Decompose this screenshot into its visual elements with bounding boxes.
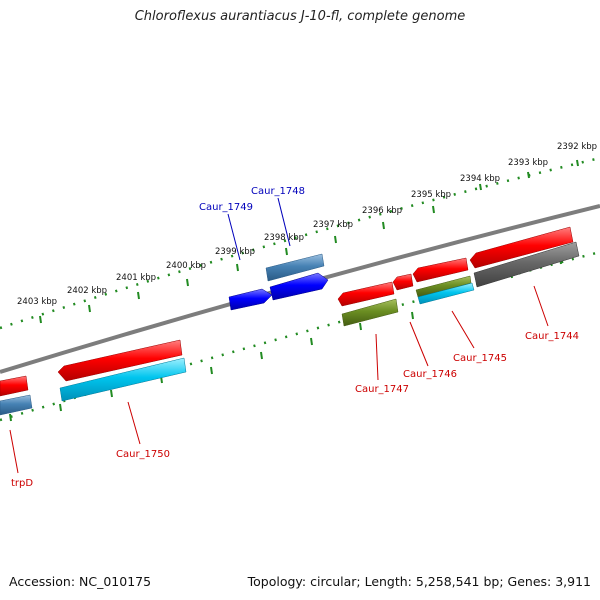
- major-tick: [137, 291, 140, 300]
- scale-label: 2403 kbp: [17, 297, 57, 307]
- major-tick: [334, 235, 337, 244]
- major-tick: [382, 221, 385, 230]
- gene-feature-caur-1748-domain[interactable]: [265, 253, 325, 282]
- scale-label: 2396 kbp: [362, 206, 402, 216]
- major-tick: [59, 403, 62, 412]
- gene-feature-caur-1745-domain-olive[interactable]: [415, 275, 472, 298]
- leader-caur-1748: [277, 197, 291, 247]
- gene-feature-caur-1746[interactable]: [392, 273, 414, 291]
- genome-summary: Topology: circular; Length: 5,258,541 bp…: [247, 574, 591, 589]
- gene-label-caur-1746[interactable]: Caur_1746: [403, 369, 457, 380]
- gene-label-caur-1747[interactable]: Caur_1747: [355, 384, 409, 395]
- major-tick: [260, 351, 263, 360]
- major-tick: [310, 337, 313, 346]
- major-tick: [39, 315, 42, 324]
- scale-label: 2402 kbp: [67, 286, 107, 296]
- scale-label: 2395 kbp: [411, 190, 451, 200]
- scale-label: 2401 kbp: [116, 273, 156, 283]
- gene-feature-caur-1750-domain[interactable]: [59, 357, 187, 402]
- scale-label: 2392 kbp: [557, 142, 597, 152]
- major-tick: [88, 304, 91, 313]
- forward-features: [228, 253, 329, 311]
- scale-label: 2397 kbp: [313, 220, 353, 230]
- leader-caur-1744: [533, 285, 549, 327]
- gene-feature-caur-1747[interactable]: [337, 281, 395, 307]
- gene-label-caur-1745[interactable]: Caur_1745: [453, 353, 507, 364]
- scale-labels: 2392 kbp 2393 kbp 2394 kbp 2395 kbp 2396…: [17, 142, 597, 307]
- major-tick: [210, 366, 213, 375]
- leader-caur-1746: [409, 321, 429, 367]
- leader-caur-1750: [127, 401, 141, 445]
- gene-label-caur-1744[interactable]: Caur_1744: [525, 331, 579, 342]
- gene-label-trpd[interactable]: trpD: [11, 478, 33, 489]
- gene-feature-trpd[interactable]: [0, 375, 29, 397]
- gene-feature-caur-1747-domain[interactable]: [341, 298, 399, 327]
- major-tick: [9, 413, 12, 422]
- major-tick: [527, 171, 530, 179]
- gene-feature-caur-1745[interactable]: [412, 257, 469, 283]
- scale-ruler: [0, 156, 600, 330]
- gene-labels: trpD Caur_1750 Caur_1749 Caur_1748 Caur_…: [11, 186, 579, 489]
- major-tick: [479, 183, 482, 191]
- gene-feature-caur-1744[interactable]: [469, 226, 574, 269]
- map-title: Chloroflexus aurantiacus J-10-fl, comple…: [134, 9, 466, 24]
- major-tick: [432, 205, 435, 214]
- scale-label: 2393 kbp: [508, 158, 548, 168]
- scale-label: 2394 kbp: [460, 174, 500, 184]
- gene-label-caur-1748[interactable]: Caur_1748: [251, 186, 305, 197]
- leader-caur-1749: [227, 213, 241, 261]
- leader-trpd: [9, 429, 19, 474]
- label-leaders: [9, 197, 549, 474]
- gene-feature-caur-1744-domain[interactable]: [473, 241, 580, 288]
- gene-feature-trpd-domain[interactable]: [0, 394, 33, 416]
- gene-feature-caur-1745-domain-cyan[interactable]: [417, 282, 475, 305]
- scale-major-ticks: [39, 159, 579, 324]
- gene-feature-caur-1749[interactable]: [228, 288, 273, 311]
- scale-label: 2399 kbp: [215, 247, 255, 257]
- accession-label: Accession: NC_010175: [9, 574, 152, 589]
- gene-feature-caur-1750[interactable]: [57, 339, 183, 382]
- gene-feature-caur-1748[interactable]: [269, 272, 329, 301]
- major-tick: [236, 263, 239, 272]
- major-tick: [186, 278, 189, 287]
- gene-label-caur-1750[interactable]: Caur_1750: [116, 449, 170, 460]
- major-tick: [359, 322, 362, 331]
- major-tick: [411, 311, 414, 320]
- major-tick: [110, 389, 113, 398]
- major-tick: [576, 159, 579, 167]
- reverse-features: [0, 226, 580, 416]
- scale-label: 2400 kbp: [166, 261, 206, 271]
- leader-caur-1747: [375, 333, 379, 381]
- gene-label-caur-1749[interactable]: Caur_1749: [199, 202, 253, 213]
- leader-caur-1745: [451, 310, 475, 349]
- major-tick: [285, 247, 288, 256]
- scale-label: 2398 kbp: [264, 233, 304, 243]
